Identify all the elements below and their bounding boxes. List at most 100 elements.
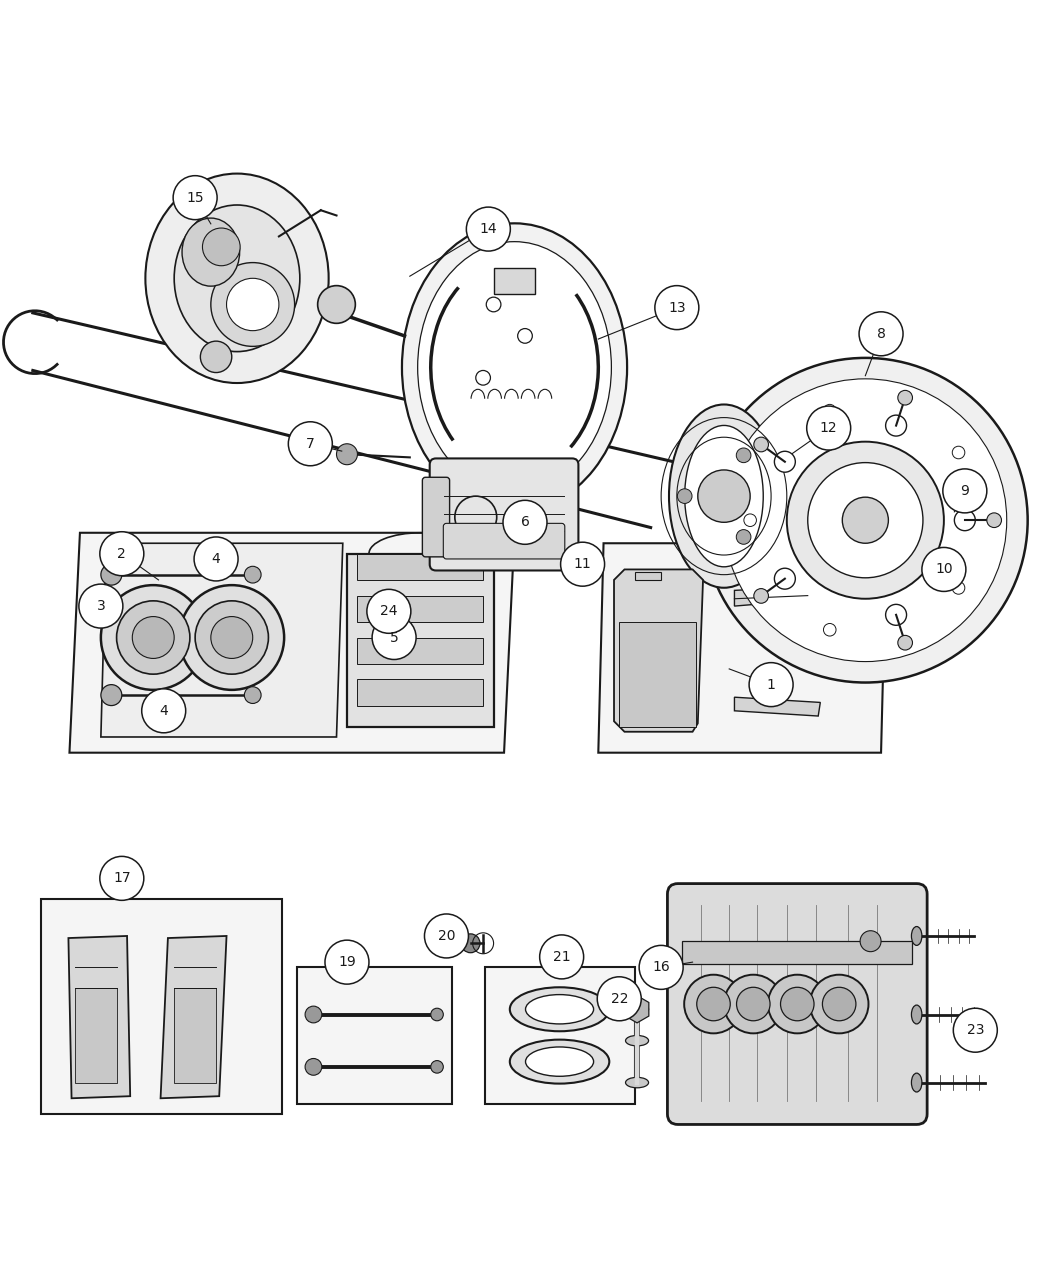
Text: 13: 13 bbox=[668, 301, 686, 315]
Circle shape bbox=[698, 470, 750, 523]
Bar bbox=[75, 988, 117, 1082]
Ellipse shape bbox=[626, 1035, 649, 1046]
Circle shape bbox=[79, 584, 123, 629]
Circle shape bbox=[194, 537, 238, 581]
FancyBboxPatch shape bbox=[429, 459, 579, 570]
Circle shape bbox=[318, 286, 355, 324]
Circle shape bbox=[195, 601, 269, 674]
Circle shape bbox=[885, 416, 906, 436]
Bar bbox=[494, 268, 536, 295]
FancyBboxPatch shape bbox=[443, 523, 565, 558]
Circle shape bbox=[466, 207, 510, 251]
Circle shape bbox=[823, 623, 836, 636]
Circle shape bbox=[180, 585, 285, 690]
Bar bbox=[357, 595, 483, 622]
Circle shape bbox=[807, 463, 923, 578]
Circle shape bbox=[306, 1058, 322, 1075]
Circle shape bbox=[101, 565, 122, 585]
Text: 11: 11 bbox=[573, 557, 591, 571]
Circle shape bbox=[336, 444, 357, 464]
Bar bbox=[174, 988, 216, 1082]
Circle shape bbox=[954, 510, 975, 530]
Ellipse shape bbox=[510, 1039, 609, 1084]
Circle shape bbox=[203, 228, 240, 265]
Circle shape bbox=[952, 581, 965, 594]
Circle shape bbox=[806, 405, 850, 450]
Circle shape bbox=[597, 977, 642, 1021]
Circle shape bbox=[898, 635, 912, 650]
Circle shape bbox=[952, 446, 965, 459]
Bar bbox=[357, 680, 483, 705]
Circle shape bbox=[822, 987, 856, 1021]
Text: 16: 16 bbox=[652, 960, 670, 974]
Ellipse shape bbox=[402, 223, 627, 511]
Polygon shape bbox=[161, 936, 227, 1098]
Text: 23: 23 bbox=[967, 1024, 984, 1037]
Circle shape bbox=[775, 451, 795, 472]
Bar bbox=[357, 638, 483, 664]
Text: 6: 6 bbox=[521, 515, 529, 529]
Circle shape bbox=[117, 601, 190, 674]
Circle shape bbox=[754, 589, 769, 603]
Circle shape bbox=[326, 940, 369, 984]
FancyBboxPatch shape bbox=[422, 477, 449, 557]
Bar bbox=[41, 899, 282, 1114]
Circle shape bbox=[201, 342, 232, 372]
Polygon shape bbox=[614, 570, 704, 732]
Circle shape bbox=[704, 358, 1028, 682]
Circle shape bbox=[211, 263, 295, 347]
Bar bbox=[635, 571, 662, 580]
Circle shape bbox=[922, 547, 966, 592]
Text: 7: 7 bbox=[306, 437, 315, 451]
Circle shape bbox=[655, 286, 699, 330]
Circle shape bbox=[245, 566, 261, 583]
Text: 17: 17 bbox=[113, 871, 130, 885]
Circle shape bbox=[943, 469, 987, 513]
Circle shape bbox=[100, 532, 144, 576]
Text: 21: 21 bbox=[553, 950, 570, 964]
Ellipse shape bbox=[669, 404, 779, 588]
Circle shape bbox=[786, 441, 944, 599]
Circle shape bbox=[306, 1006, 322, 1023]
Ellipse shape bbox=[182, 218, 239, 286]
Ellipse shape bbox=[525, 994, 593, 1024]
Circle shape bbox=[245, 687, 261, 704]
Text: 1: 1 bbox=[766, 677, 776, 691]
Text: 10: 10 bbox=[936, 562, 952, 576]
Bar bbox=[620, 622, 696, 727]
Circle shape bbox=[677, 488, 692, 504]
Circle shape bbox=[754, 437, 769, 451]
Text: 14: 14 bbox=[480, 222, 497, 236]
Circle shape bbox=[768, 974, 826, 1033]
Circle shape bbox=[101, 685, 122, 705]
Polygon shape bbox=[734, 697, 820, 717]
Circle shape bbox=[885, 604, 906, 625]
Bar bbox=[297, 968, 452, 1104]
Circle shape bbox=[736, 987, 770, 1021]
Circle shape bbox=[775, 569, 795, 589]
FancyBboxPatch shape bbox=[668, 884, 927, 1125]
Text: 4: 4 bbox=[160, 704, 168, 718]
Circle shape bbox=[697, 987, 730, 1021]
Circle shape bbox=[823, 404, 836, 417]
Circle shape bbox=[372, 616, 416, 659]
Text: 4: 4 bbox=[212, 552, 220, 566]
Circle shape bbox=[859, 312, 903, 356]
Circle shape bbox=[430, 1009, 443, 1021]
Circle shape bbox=[101, 585, 206, 690]
Circle shape bbox=[461, 933, 480, 952]
Circle shape bbox=[561, 542, 605, 586]
Polygon shape bbox=[734, 588, 797, 606]
Circle shape bbox=[723, 379, 1007, 662]
Circle shape bbox=[366, 589, 411, 634]
Circle shape bbox=[749, 663, 793, 706]
Circle shape bbox=[211, 617, 253, 658]
Polygon shape bbox=[101, 543, 342, 737]
Circle shape bbox=[132, 617, 174, 658]
Circle shape bbox=[142, 688, 186, 733]
Bar bbox=[346, 553, 493, 727]
Ellipse shape bbox=[145, 173, 329, 382]
Text: 9: 9 bbox=[961, 484, 969, 499]
Circle shape bbox=[898, 390, 912, 405]
Text: 5: 5 bbox=[390, 631, 398, 644]
